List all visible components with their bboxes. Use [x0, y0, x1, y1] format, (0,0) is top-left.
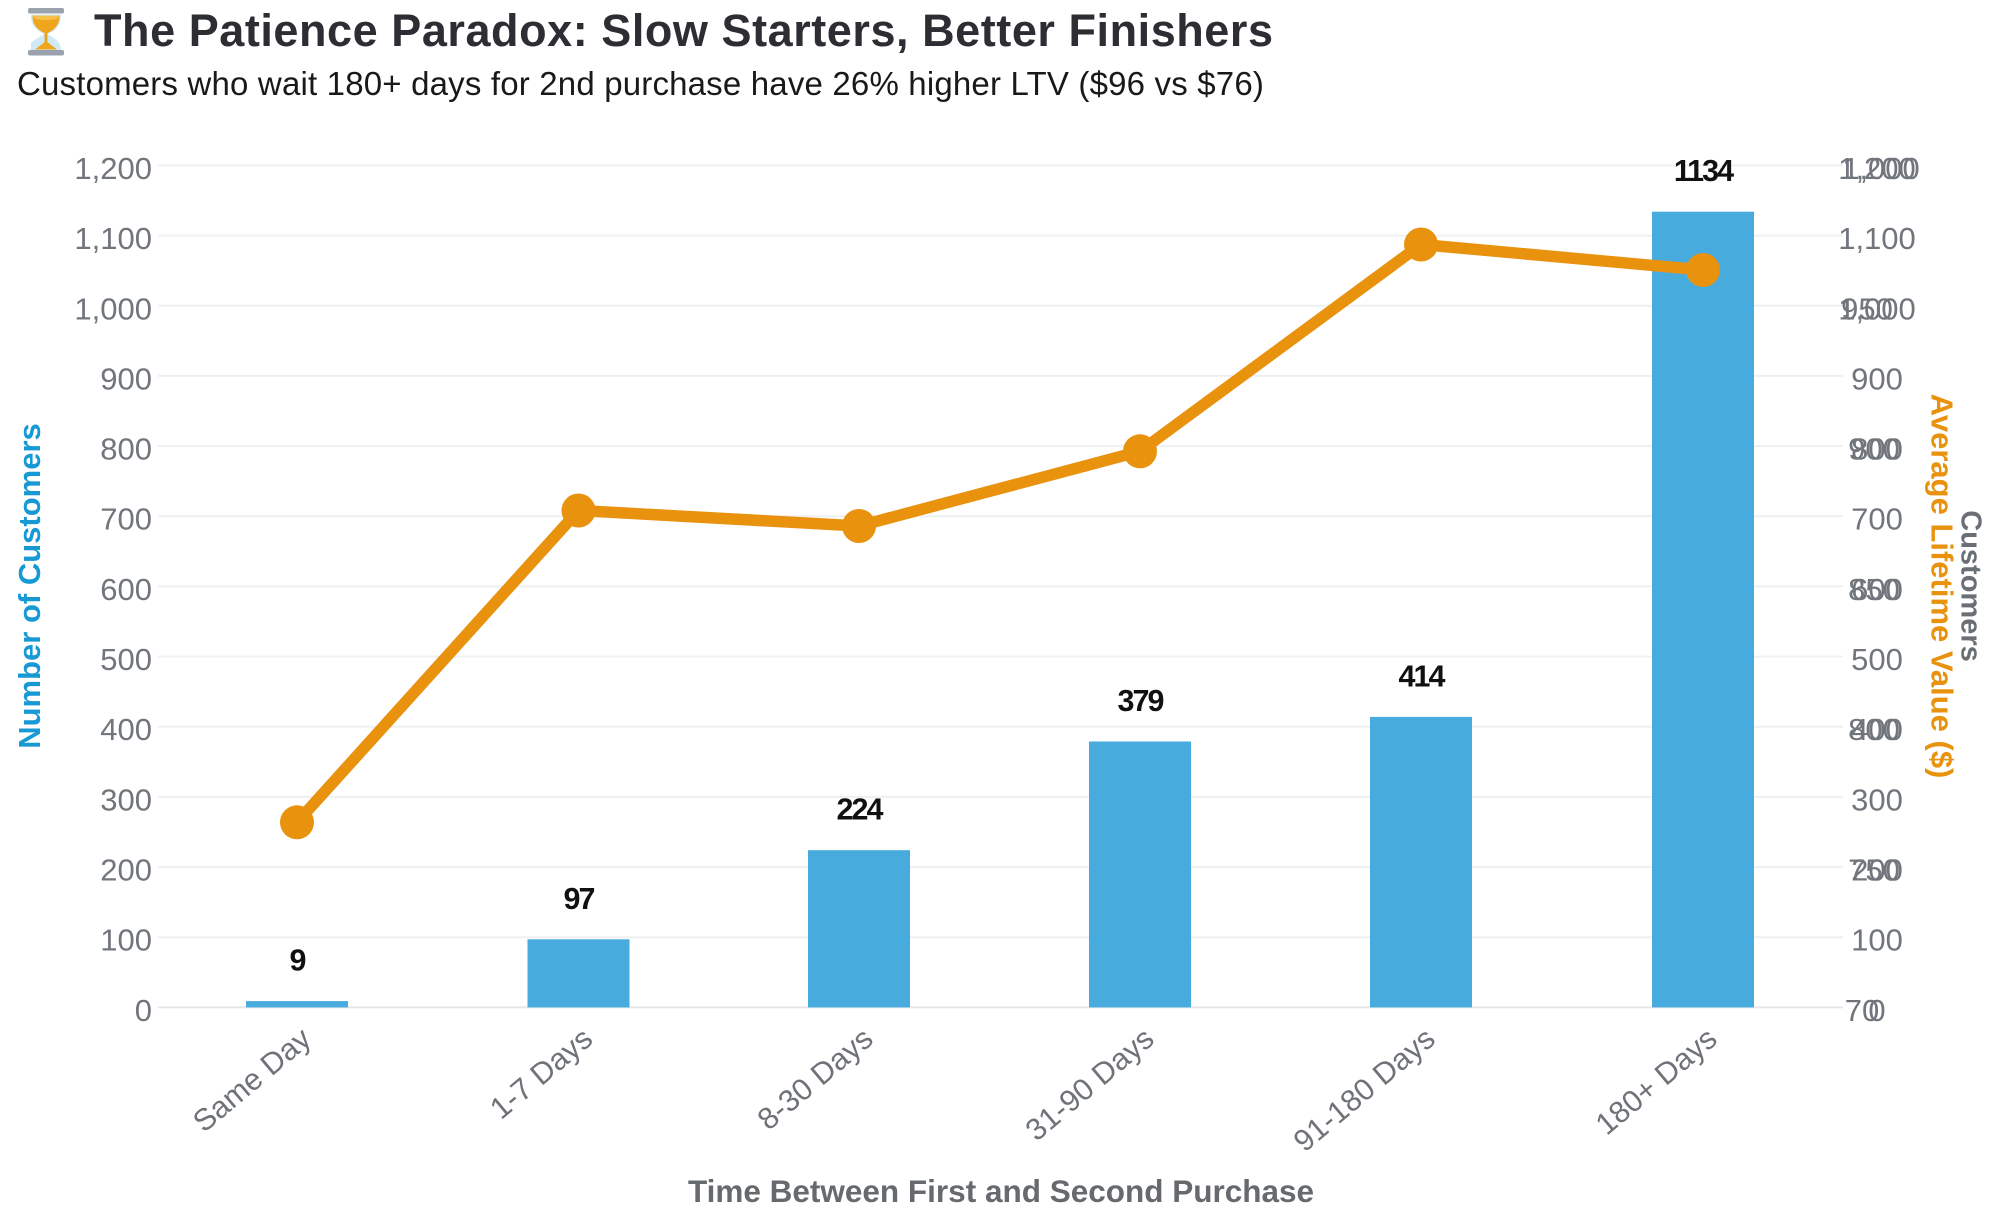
svg-text:900: 900 [1851, 361, 1903, 396]
svg-text:414: 414 [1399, 659, 1446, 693]
svg-text:0: 0 [1868, 993, 1885, 1028]
svg-text:Time Between First and Second: Time Between First and Second Purchase [688, 1173, 1314, 1209]
svg-text:1,100: 1,100 [74, 221, 152, 256]
svg-text:Customers who wait 180+ days f: Customers who wait 180+ days for 2nd pur… [17, 65, 1264, 102]
svg-text:800: 800 [100, 432, 152, 467]
svg-text:Number of Customers: Number of Customers [12, 423, 47, 749]
svg-text:97: 97 [564, 882, 595, 916]
svg-text:400: 400 [100, 712, 152, 747]
svg-text:Average Lifetime Value ($): Average Lifetime Value ($) [1925, 394, 1960, 779]
svg-text:200: 200 [1851, 853, 1903, 888]
svg-text:700: 700 [100, 502, 152, 537]
svg-text:1,000: 1,000 [74, 291, 152, 326]
svg-text:750: 750 [1848, 853, 1900, 888]
svg-text:700: 700 [1851, 502, 1903, 537]
svg-text:70: 70 [1845, 993, 1879, 1028]
svg-text:900: 900 [100, 361, 152, 396]
svg-text:379: 379 [1118, 684, 1164, 718]
svg-text:1,200: 1,200 [1838, 151, 1916, 186]
svg-text:800: 800 [1851, 432, 1903, 467]
svg-text:600: 600 [1851, 572, 1903, 607]
svg-text:100: 100 [1851, 923, 1903, 958]
svg-text:1,200: 1,200 [74, 151, 152, 186]
svg-text:9: 9 [290, 944, 306, 978]
svg-text:600: 600 [100, 572, 152, 607]
svg-text:400: 400 [1851, 712, 1903, 747]
svg-text:224: 224 [837, 793, 884, 827]
svg-text:850: 850 [1848, 572, 1900, 607]
svg-text:Customers: Customers [1955, 510, 1987, 662]
svg-text:500: 500 [100, 642, 152, 677]
svg-text:100: 100 [100, 923, 152, 958]
svg-text:1,000: 1,000 [1838, 291, 1916, 326]
svg-text:The Patience Paradox: Slow Sta: The Patience Paradox: Slow Starters, Bet… [94, 5, 1274, 56]
svg-text:1,000: 1,000 [1842, 151, 1920, 186]
svg-text:1134: 1134 [1674, 154, 1734, 188]
svg-text:300: 300 [1851, 782, 1903, 817]
svg-text:500: 500 [1851, 642, 1903, 677]
svg-text:900: 900 [1848, 432, 1900, 467]
svg-text:1,100: 1,100 [1838, 221, 1916, 256]
svg-text:300: 300 [100, 782, 152, 817]
svg-text:0: 0 [135, 993, 152, 1028]
svg-text:950: 950 [1841, 291, 1893, 326]
svg-text:200: 200 [100, 853, 152, 888]
svg-text:800: 800 [1848, 712, 1900, 747]
